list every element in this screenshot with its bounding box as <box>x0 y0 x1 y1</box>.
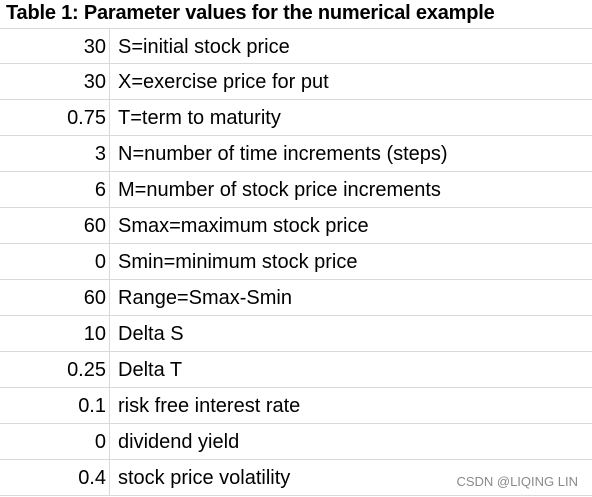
table-row: 60 Smax=maximum stock price <box>0 208 592 244</box>
value-cell[interactable]: 6 <box>0 172 110 207</box>
description-cell[interactable]: Range=Smax-Smin <box>118 287 292 309</box>
value-cell[interactable]: 30 <box>0 64 110 99</box>
parameter-grid: 30 S=initial stock price 30 X=exercise p… <box>0 28 592 496</box>
description-cell[interactable]: S=initial stock price <box>118 36 290 58</box>
description-cell[interactable]: Delta T <box>118 359 183 381</box>
watermark-text: CSDN @LIQING LIN <box>456 474 578 489</box>
description-cell[interactable]: stock price volatility <box>118 467 291 489</box>
table-row: 3 N=number of time increments (steps) <box>0 136 592 172</box>
value-cell[interactable]: 60 <box>0 208 110 243</box>
table-title: Table 1: Parameter values for the numeri… <box>6 2 495 24</box>
table-row: 60 Range=Smax-Smin <box>0 280 592 316</box>
value-cell[interactable]: 0.25 <box>0 352 110 387</box>
description-cell[interactable]: N=number of time increments (steps) <box>118 143 448 165</box>
description-cell[interactable]: dividend yield <box>118 431 240 453</box>
table-row: 30 X=exercise price for put <box>0 64 592 100</box>
table-row: 0.1 risk free interest rate <box>0 388 592 424</box>
description-cell[interactable]: Delta S <box>118 323 184 345</box>
description-cell[interactable]: risk free interest rate <box>118 395 301 417</box>
value-cell[interactable]: 0 <box>0 424 110 459</box>
value-cell[interactable]: 3 <box>0 136 110 171</box>
value-cell[interactable]: 0.4 <box>0 460 110 495</box>
table-row: 6 M=number of stock price increments <box>0 172 592 208</box>
value-cell[interactable]: 0.1 <box>0 388 110 423</box>
value-cell[interactable]: 30 <box>0 29 110 64</box>
value-cell[interactable]: 0 <box>0 244 110 279</box>
table-row: 0.25 Delta T <box>0 352 592 388</box>
table-row: 30 S=initial stock price <box>0 28 592 64</box>
table-row: 0 dividend yield <box>0 424 592 460</box>
value-cell[interactable]: 10 <box>0 316 110 351</box>
value-cell[interactable]: 0.75 <box>0 100 110 135</box>
description-cell[interactable]: T=term to maturity <box>118 107 281 129</box>
description-cell[interactable]: X=exercise price for put <box>118 71 329 93</box>
description-cell[interactable]: Smin=minimum stock price <box>118 251 358 273</box>
table-row: 0.4 stock price volatility <box>0 460 592 496</box>
description-cell[interactable]: Smax=maximum stock price <box>118 215 369 237</box>
table-row: 0.75 T=term to maturity <box>0 100 592 136</box>
table-row: 10 Delta S <box>0 316 592 352</box>
table-row: 0 Smin=minimum stock price <box>0 244 592 280</box>
description-cell[interactable]: M=number of stock price increments <box>118 179 441 201</box>
value-cell[interactable]: 60 <box>0 280 110 315</box>
